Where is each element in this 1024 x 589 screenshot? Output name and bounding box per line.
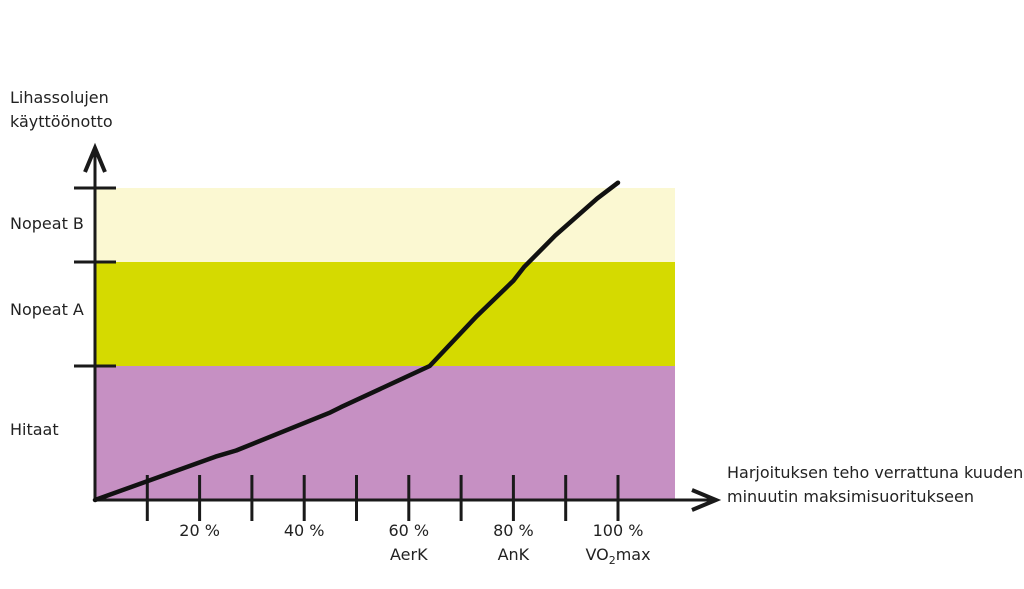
x-tick-label-2: 60 % AerK	[364, 520, 454, 566]
band-label-hitaat: Hitaat	[10, 420, 59, 439]
x-tick-label-1: 40 %	[259, 520, 349, 542]
x-tick-sublabel: AnK	[497, 545, 530, 564]
x-tick-label-value: 60 %	[388, 521, 430, 540]
x-axis-label: Harjoituksen teho verrattuna kuuden minu…	[727, 461, 1023, 509]
band-label-nopeat-a: Nopeat A	[10, 300, 84, 319]
x-tick-label-value: 40 %	[283, 521, 325, 540]
y-axis-label-line-1: Lihassolujen	[10, 88, 109, 107]
x-axis-arrow	[691, 488, 722, 512]
x-tick-sublabel: VO2max	[585, 545, 651, 567]
x-tick-label-4: 100 % VO2max	[573, 520, 663, 572]
x-tick-label-value: 80 %	[493, 521, 534, 540]
y-axis-label-line-2: käyttöönotto	[10, 112, 113, 131]
x-tick-label-0: 20 %	[155, 520, 245, 542]
x-axis-label-line-2: minuutin maksimisuoritukseen	[727, 487, 974, 506]
x-tick-sublabel: AerK	[390, 545, 428, 564]
band-label-nopeat-b: Nopeat B	[10, 214, 84, 233]
x-tick-label-3: 80 % AnK	[468, 520, 558, 566]
axes-layer	[74, 142, 722, 521]
band-2	[95, 188, 675, 262]
x-tick-label-value: 20 %	[179, 521, 220, 540]
x-axis-label-line-1: Harjoituksen teho verrattuna kuuden	[727, 463, 1024, 482]
y-axis-label: Lihassolujen käyttöönotto	[10, 86, 113, 134]
band-1	[95, 262, 675, 366]
series-layer	[92, 180, 621, 503]
band-layer	[95, 188, 675, 500]
x-tick-label-value: 100 %	[592, 521, 644, 540]
y-axis-arrow	[83, 142, 107, 173]
series-line	[92, 180, 621, 503]
